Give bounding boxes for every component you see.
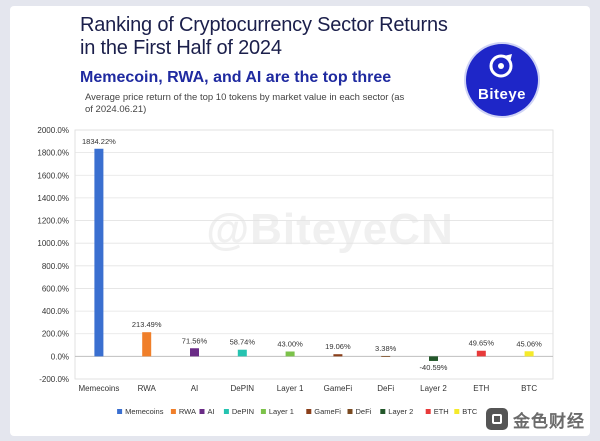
legend-swatch — [425, 409, 431, 414]
legend-label: BTC — [462, 407, 478, 416]
legend-swatch — [199, 409, 205, 414]
legend-swatch — [380, 409, 386, 414]
legend-swatch — [223, 409, 229, 414]
x-tick-label: DeFi — [377, 384, 394, 393]
watermark: @BiteyeCN — [206, 205, 454, 254]
biteye-wordmark: Biteye — [477, 86, 527, 103]
x-tick-label: RWA — [138, 384, 157, 393]
y-tick-label: 800.0% — [42, 262, 69, 271]
y-tick-label: 1400.0% — [37, 194, 69, 203]
bar — [429, 356, 438, 361]
legend-swatch — [306, 409, 312, 414]
x-tick-label: AI — [191, 384, 199, 393]
legend-label: AI — [208, 407, 215, 416]
y-tick-label: 1600.0% — [37, 171, 69, 180]
legend-label: Layer 2 — [388, 407, 413, 416]
y-tick-label: 2000.0% — [37, 126, 69, 135]
data-label: 1834.22% — [82, 137, 116, 146]
data-label: -40.59% — [420, 363, 448, 372]
data-label: 3.38% — [375, 344, 397, 353]
legend-label: RWA — [179, 407, 196, 416]
x-tick-label: Memecoins — [78, 384, 119, 393]
x-tick-label: Layer 1 — [277, 384, 304, 393]
y-tick-label: 1000.0% — [37, 239, 69, 248]
chart-subtitle: Memecoin, RWA, and AI are the top three — [80, 69, 392, 86]
bar — [94, 148, 104, 357]
y-tick-label: 0.0% — [51, 352, 69, 361]
x-tick-label: GameFi — [324, 384, 353, 393]
legend-label: Layer 1 — [269, 407, 294, 416]
data-label: 71.56% — [182, 336, 208, 345]
data-label: 19.06% — [325, 342, 351, 351]
x-tick-label: ETH — [473, 384, 489, 393]
x-tick-label: DePIN — [231, 384, 255, 393]
data-label: 45.06% — [516, 339, 542, 348]
legend-label: DePIN — [232, 407, 254, 416]
bar — [381, 355, 391, 357]
x-tick-label: Layer 2 — [420, 384, 447, 393]
jinse-logo-icon — [486, 408, 508, 430]
bar — [333, 354, 343, 357]
data-label: 213.49% — [132, 320, 162, 329]
legend-label: Memecoins — [125, 407, 164, 416]
source-brand-text: 金色财经 — [513, 411, 585, 431]
bar — [190, 348, 199, 357]
legend-swatch — [347, 409, 353, 414]
y-tick-label: 1200.0% — [37, 217, 69, 226]
legend-label: ETH — [434, 407, 449, 416]
legend-label: GameFi — [314, 407, 341, 416]
bar — [237, 349, 247, 357]
x-tick-label: BTC — [521, 384, 537, 393]
data-label: 43.00% — [277, 339, 303, 348]
chart-title: Ranking of Cryptocurrency Sector Returns… — [80, 14, 448, 59]
y-tick-label: 600.0% — [42, 284, 69, 293]
legend-swatch — [170, 409, 176, 414]
data-label: 49.65% — [469, 339, 495, 348]
y-tick-label: 200.0% — [42, 330, 69, 339]
biteye-mark-icon — [489, 54, 513, 78]
source-brand: 金色财经 — [486, 406, 585, 432]
y-tick-label: -200.0% — [39, 375, 69, 384]
bar — [524, 351, 534, 357]
y-tick-label: 400.0% — [42, 307, 69, 316]
bar — [285, 351, 295, 357]
y-tick-label: 1800.0% — [37, 149, 69, 158]
chart-note: Average price return of the top 10 token… — [85, 92, 405, 115]
legend-label: DeFi — [356, 407, 372, 416]
legend-swatch — [260, 409, 266, 414]
biteye-logo: Biteye — [466, 44, 538, 116]
data-label: 58.74% — [230, 338, 256, 347]
bar — [476, 350, 486, 357]
bar — [142, 332, 152, 357]
legend-swatch — [117, 409, 123, 414]
legend-swatch — [454, 409, 460, 414]
